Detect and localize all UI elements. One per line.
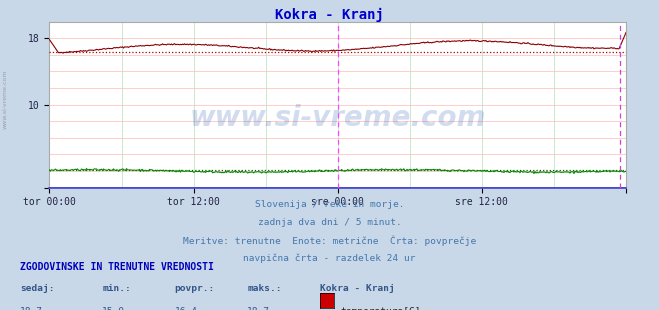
Text: maks.:: maks.: bbox=[247, 284, 281, 293]
Text: 18,7: 18,7 bbox=[20, 307, 43, 310]
Text: 16,4: 16,4 bbox=[175, 307, 198, 310]
Text: Kokra - Kranj: Kokra - Kranj bbox=[320, 284, 394, 293]
Text: Kokra - Kranj: Kokra - Kranj bbox=[275, 8, 384, 22]
Text: ZGODOVINSKE IN TRENUTNE VREDNOSTI: ZGODOVINSKE IN TRENUTNE VREDNOSTI bbox=[20, 262, 214, 272]
Text: min.:: min.: bbox=[102, 284, 131, 293]
Text: sedaj:: sedaj: bbox=[20, 284, 54, 293]
Text: Slovenija / reke in morje.: Slovenija / reke in morje. bbox=[255, 200, 404, 209]
Text: www.si-vreme.com: www.si-vreme.com bbox=[190, 104, 486, 132]
Text: navpična črta - razdelek 24 ur: navpična črta - razdelek 24 ur bbox=[243, 254, 416, 264]
Text: Meritve: trenutne  Enote: metrične  Črta: povprečje: Meritve: trenutne Enote: metrične Črta: … bbox=[183, 236, 476, 246]
Text: povpr.:: povpr.: bbox=[175, 284, 215, 293]
Text: zadnja dva dni / 5 minut.: zadnja dva dni / 5 minut. bbox=[258, 218, 401, 227]
Text: 18,7: 18,7 bbox=[247, 307, 270, 310]
Text: www.si-vreme.com: www.si-vreme.com bbox=[3, 69, 8, 129]
Text: 15,0: 15,0 bbox=[102, 307, 125, 310]
Text: temperatura[C]: temperatura[C] bbox=[341, 307, 421, 310]
